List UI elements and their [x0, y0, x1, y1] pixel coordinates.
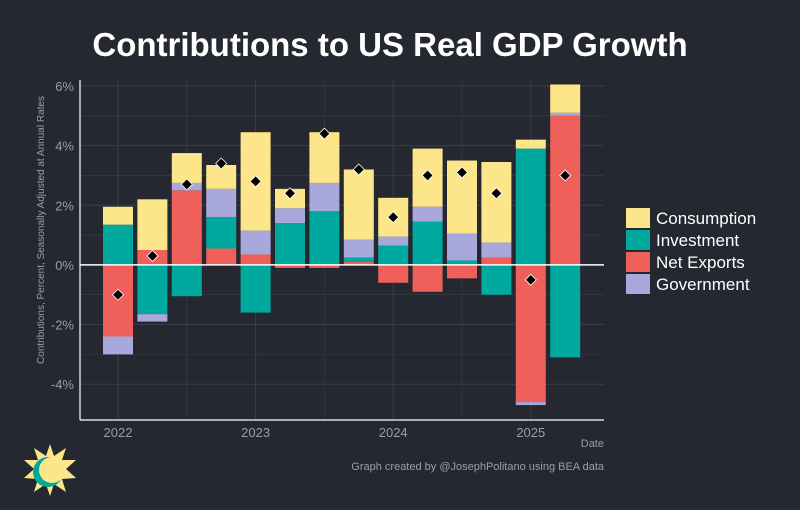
y-tick-label: 0%: [55, 258, 74, 273]
legend-label: Consumption: [656, 209, 756, 228]
bar-net-exports: [378, 264, 409, 283]
gdp-marker: [421, 169, 434, 182]
legend-swatch: [626, 274, 650, 294]
bar-net-exports: [515, 264, 546, 403]
gdp-marker: [352, 163, 365, 176]
y-tick-label: 2%: [55, 198, 74, 213]
x-tick-label: 2023: [241, 425, 270, 440]
bar-government: [447, 233, 477, 261]
bars-layer: [103, 84, 581, 406]
gdp-marker: [249, 175, 262, 188]
bar-investment: [309, 211, 340, 265]
x-tick-label: 2022: [104, 425, 133, 440]
bar-consumption: [515, 139, 546, 149]
bar-government: [240, 230, 271, 255]
y-axis-title: Contributions, Percent, Seasonally Adjus…: [36, 96, 47, 364]
gdp-marker: [490, 187, 503, 200]
gdp-marker: [387, 211, 400, 224]
legend-label: Net Exports: [656, 253, 745, 272]
bar-net-exports: [309, 264, 340, 268]
bar-government: [378, 236, 409, 246]
bar-investment: [447, 260, 477, 265]
bar-government: [309, 182, 340, 212]
bar-investment: [515, 148, 546, 265]
legend-swatch: [626, 208, 650, 228]
legend-label: Investment: [656, 231, 739, 250]
bar-government: [206, 188, 237, 218]
bar-investment: [103, 224, 133, 265]
bar-net-exports: [240, 254, 271, 265]
bar-net-exports: [550, 115, 581, 265]
x-axis-title: Date: [581, 438, 604, 450]
gdp-marker: [455, 166, 469, 179]
credit-text: Graph created by @JosephPolitano using B…: [351, 461, 604, 473]
bar-investment: [275, 223, 305, 265]
gdp-marker: [111, 288, 125, 301]
legend-swatch: [626, 252, 650, 272]
bar-investment: [343, 257, 374, 262]
y-tick-label: -2%: [51, 318, 75, 333]
y-tick-label: 6%: [55, 79, 74, 94]
gdp-marker: [146, 249, 159, 263]
bar-net-exports: [412, 264, 443, 292]
bar-government: [137, 314, 168, 322]
x-tick-label: 2025: [516, 425, 545, 440]
bar-consumption: [309, 132, 340, 183]
bar-consumption: [343, 169, 374, 240]
y-tick-label: 4%: [55, 139, 74, 154]
bar-government: [550, 112, 581, 116]
bar-net-exports: [275, 264, 305, 268]
gdp-marker: [524, 273, 537, 286]
bar-consumption: [103, 206, 133, 225]
bar-investment: [206, 217, 237, 249]
sun-logo-icon: [24, 444, 76, 496]
bar-investment: [412, 221, 443, 265]
gdp-marker: [318, 127, 331, 140]
gdp-marker: [559, 169, 572, 182]
axis-layer: -4% -2% 0% 2% 4% 6% 2022 2023 2024 2025 Date Contri…: [36, 79, 604, 450]
bar-net-exports: [343, 261, 374, 265]
y-tick-label: -4%: [51, 377, 75, 392]
bar-net-exports: [206, 248, 237, 265]
bar-consumption: [550, 84, 581, 113]
bar-net-exports: [447, 264, 477, 279]
markers-layer: [111, 127, 572, 301]
bar-investment: [378, 245, 409, 265]
bar-consumption: [171, 153, 202, 183]
legend-layer: Consumption Investment Net Exports Governme…: [626, 208, 756, 294]
bar-government: [481, 242, 512, 258]
bar-investment: [137, 264, 168, 315]
bar-government: [103, 336, 133, 355]
bar-government: [412, 206, 443, 222]
bar-investment: [481, 264, 512, 295]
bar-consumption: [481, 162, 512, 243]
legend-label: Government: [656, 275, 750, 294]
gdp-marker: [215, 157, 228, 170]
bar-consumption: [137, 199, 168, 250]
gdp-marker: [283, 187, 297, 200]
bar-government: [515, 402, 546, 406]
bar-investment: [550, 264, 581, 358]
bar-consumption: [206, 165, 237, 189]
bar-investment: [171, 264, 202, 297]
bar-net-exports: [171, 190, 202, 265]
gdp-marker: [180, 178, 193, 191]
x-tick-label: 2024: [379, 425, 408, 440]
bar-government: [343, 239, 374, 258]
bar-investment: [240, 264, 271, 313]
bar-government: [275, 208, 305, 224]
bar-net-exports: [481, 257, 512, 265]
legend-swatch: [626, 230, 650, 250]
chart-title: Contributions to US Real GDP Growth: [92, 26, 688, 63]
